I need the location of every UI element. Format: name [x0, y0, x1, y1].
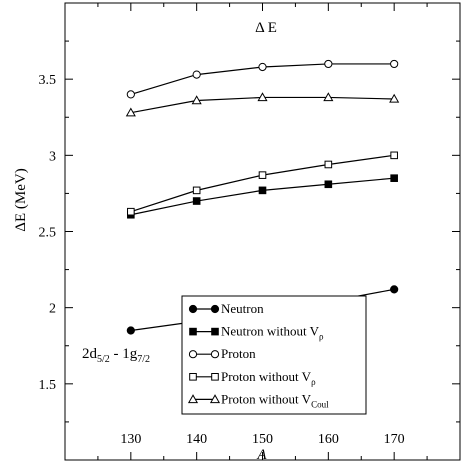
legend-label-text: Proton [221, 346, 256, 361]
series-3-point [126, 90, 135, 99]
legend-marker-5 [209, 394, 221, 404]
series-2-point [192, 197, 201, 205]
y-tick-label: 3.5 [39, 73, 57, 88]
x-axis-title: A [256, 447, 267, 463]
y-axis: 1.5 2 2.5 3 3.5 [39, 2, 460, 461]
series-3-point [390, 59, 399, 69]
y-tick-label: 2 [49, 302, 56, 317]
series-5-point [389, 93, 400, 103]
x-tick-label: 130 [120, 432, 141, 447]
legend-label-subscript: ρ [311, 377, 316, 387]
y-tick-label: 1.5 [39, 378, 57, 393]
series-line-4 [130, 154, 395, 213]
series-4-point [127, 207, 135, 216]
y-axis-title: ΔE (MeV) [13, 168, 29, 231]
annotation-part-2: - 1g [110, 346, 138, 362]
legend-marker-3 [188, 350, 198, 359]
legend-label-text: Proton without V [221, 391, 312, 406]
annotation-sub-2: 7/2 [137, 354, 150, 365]
legend-marker-3 [210, 350, 220, 359]
x-tick-label: 170 [384, 432, 405, 447]
legend-label-1: Neutron [221, 301, 264, 316]
series-3-point [324, 59, 333, 69]
x-tick-label: 150 [252, 432, 273, 447]
series-2-point [390, 174, 398, 182]
annotation-sub-1: 5/2 [97, 354, 110, 365]
legend-marker-4 [189, 373, 197, 381]
legend-marker-2 [189, 327, 197, 336]
orbital-annotation: 2d5/2 - 1g7/2 [82, 346, 150, 365]
series-5-point [257, 92, 268, 102]
legend-marker-4 [211, 373, 219, 381]
legend-label-text: Neutron without V [221, 324, 320, 339]
y-tick-label: 2.5 [39, 226, 57, 241]
series-3-point [258, 62, 267, 72]
legend-label-text: Neutron [221, 301, 264, 316]
series-4-point [258, 171, 267, 179]
legend-label-text: Proton without V [221, 369, 312, 384]
series-4-point [390, 151, 398, 160]
legend-marker-5 [187, 394, 199, 404]
legend-marker-2 [211, 327, 219, 336]
series-2-point [324, 180, 333, 189]
legend-label-4: Proton without Vρ [221, 369, 316, 387]
series-5-point [125, 107, 136, 117]
legend-label-subscript: ρ [319, 332, 324, 342]
legend-marker-1 [188, 304, 198, 314]
legend-label-subscript: Coul [311, 399, 329, 409]
legend-label-3: Proton [221, 346, 256, 361]
legend-marker-1 [210, 304, 220, 314]
x-tick-label: 160 [318, 432, 339, 447]
series-3-point [192, 70, 201, 79]
series-5-point [323, 92, 334, 102]
annotation-part-1: 2d [82, 346, 98, 362]
series-5-point [191, 95, 202, 105]
series-4-point [324, 160, 333, 169]
chart-title: Δ E [255, 20, 277, 36]
series-group [125, 59, 400, 335]
series-4-point [192, 186, 201, 195]
y-tick-label: 3 [49, 149, 56, 164]
x-tick-label: 140 [186, 432, 207, 447]
x-axis: 130 140 150 160 170 [64, 3, 461, 460]
series-1-point [126, 326, 135, 335]
legend-label-5: Proton without VCoul [221, 391, 329, 409]
series-line-2 [130, 177, 395, 216]
legend-label-2: Neutron without Vρ [221, 324, 324, 342]
series-2-point [258, 186, 267, 195]
series-1-point [390, 285, 399, 294]
